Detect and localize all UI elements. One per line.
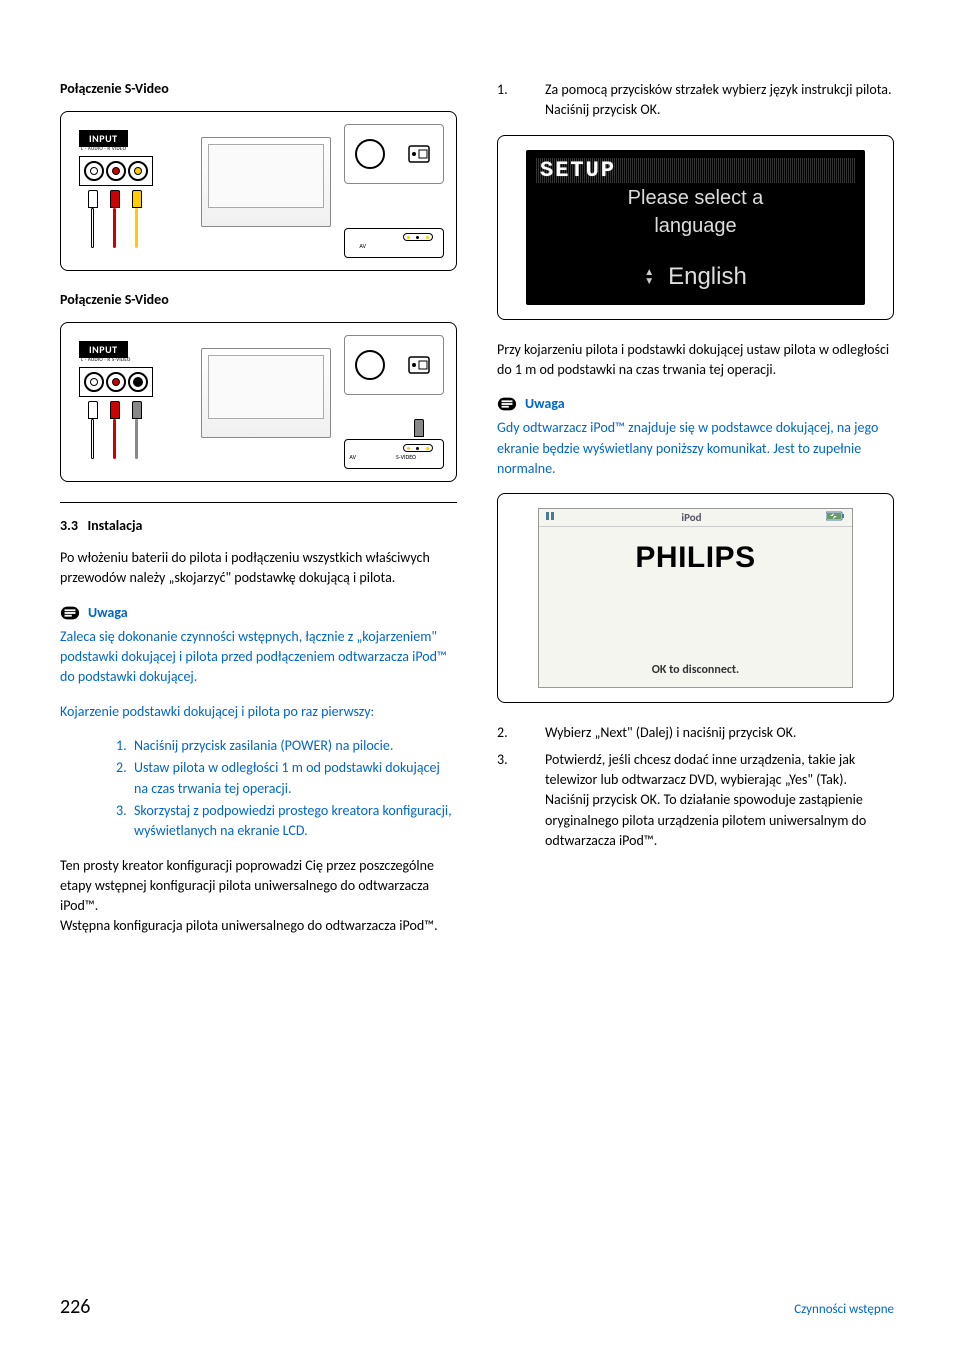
manual-icon-2 [344,335,444,395]
step-text-post: . [793,724,797,741]
philips-logo: PHILIPS [539,541,852,575]
note-icon [497,396,517,412]
ipod-bar-title: iPod [681,511,701,524]
pairing-distance-paragraph: Przy kojarzeniu pilota i podstawki dokuj… [497,340,894,381]
battery-icon [826,511,846,524]
footer-section-name: Czynności wstępne [794,1301,894,1320]
pairing-steps-list: 1. Naciśnij przycisk zasilania (POWER) n… [60,736,457,841]
list-item: 3. Skorzystaj z podpowiedzi prostego kre… [116,801,457,842]
step-smallcaps: POWER [285,737,328,754]
pause-icon [545,511,557,524]
input-label-1: INPUT [79,130,128,147]
step-text: Naciśnij przycisk zasilania ( [134,737,285,754]
av-label-2: AV [349,453,356,461]
heading-svideo-2: Połączenie S-Video [60,291,457,308]
step-number: 3. [116,801,134,842]
lcd-setup-screenshot: SETUP Please select a language ▲▼ Englis… [497,135,894,320]
wizard-description-1: Ten prosty kreator konfiguracji poprowad… [60,856,457,917]
section-divider [60,502,457,503]
step-number: 1. [116,736,134,756]
ports-row-1 [79,156,153,186]
step-number: 3. [497,750,545,851]
ipod-screenshot: iPod PHILIPS OK to disconnect. [497,493,894,703]
arrow-up-down-icon: ▲▼ [644,268,654,286]
step-text: Ustaw pilota w odległości 1 m od podstaw… [134,758,457,799]
heading-svideo-1: Połączenie S-Video [60,80,457,97]
step-number: 2. [116,758,134,799]
step-number: 1. [497,80,545,121]
lcd-language-value: English [668,263,747,291]
note-icon [60,605,80,621]
ok-to-disconnect-text: OK to disconnect. [539,663,852,677]
pairing-first-time-label: Kojarzenie podstawki dokującej i pilota … [60,702,457,722]
port-labels-2: L · AUDIO · R S-VIDEO [81,357,131,363]
note-text-right: Gdy odtwarzacz iPod™ znajduje się w pods… [497,418,894,479]
step-text: Za pomocą przycisków strzałek wybierz ję… [545,81,892,118]
svideo-label: S-VIDEO [396,453,416,461]
lcd-title: SETUP [536,158,855,183]
list-item: 2. Wybierz „Next" (Dalej) i naciśnij prz… [497,723,894,743]
port-labels-1: L · AUDIO · R VIDEO [81,146,126,152]
tv-icon [201,137,331,227]
note-title-left: Uwaga [88,603,128,623]
wizard-description-2: Wstępna konfiguracja pilota uniwersalneg… [60,916,457,936]
lcd-line2: language [536,213,855,239]
lcd-line1: Please select a [536,185,855,211]
step-text: Wybierz „Next" (Dalej) i naciśnij przyci… [545,724,776,741]
note-text-left: Zaleca się dokonanie czynności wstępnych… [60,627,457,688]
section-3-3-heading: 3.3 Instalacja [60,517,457,534]
list-item: 1. Za pomocą przycisków strzałek wybierz… [497,80,894,121]
ports-row-2 [79,367,153,397]
step-number: 2. [497,723,545,743]
input-label-2: INPUT [79,341,128,358]
dock-icon-2 [344,439,444,469]
av-label-1: AV [359,242,366,250]
diagram-composite-video: INPUT L · AUDIO · R VIDEO [60,111,457,271]
manual-icon [344,124,444,184]
section-number: 3.3 [60,517,78,534]
step-text-post: ) na pilocie. [328,737,393,754]
step-smallcaps: OK [640,101,657,118]
list-item: 2. Ustaw pilota w odległości 1 m od pods… [116,758,457,799]
page-number: 226 [60,1295,90,1319]
tv-icon-2 [201,348,331,438]
section-title: Instalacja [87,517,142,534]
note-title-right: Uwaga [525,394,565,414]
step-smallcaps: OK [640,791,657,808]
step-text: Skorzystaj z podpowiedzi prostego kreato… [134,801,457,842]
step-text-post: . [657,101,661,118]
list-item: 1. Naciśnij przycisk zasilania (POWER) n… [116,736,457,756]
list-item: 3. Potwierdź, jeśli chcesz dodać inne ur… [497,750,894,851]
diagram-s-video: INPUT L · AUDIO · R S-VIDEO [60,322,457,482]
step-smallcaps: OK [776,724,793,741]
install-intro-paragraph: Po włożeniu baterii do pilota i podłącze… [60,548,457,589]
